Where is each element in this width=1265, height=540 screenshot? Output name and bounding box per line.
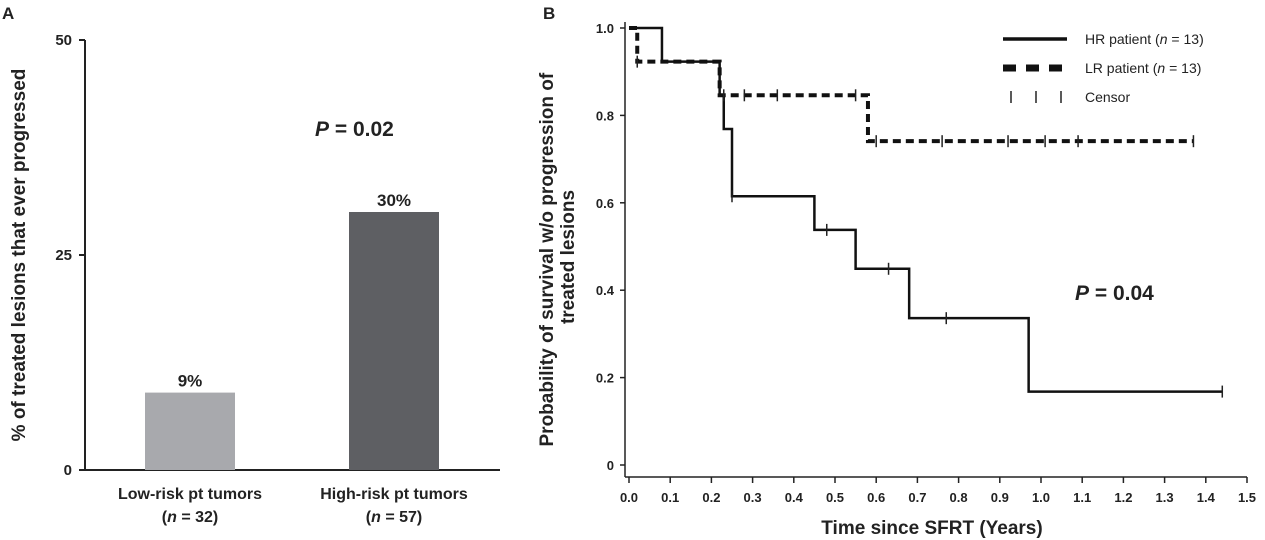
panel-b-y-label-line-2: treated lesions: [558, 190, 579, 324]
panel-b-x-tick-label: 0.5: [826, 490, 844, 505]
bar-2: [349, 212, 439, 470]
panel-b-y-ticks: 0 0.2 0.4 0.6 0.8 1.0: [596, 21, 625, 473]
panel-b-x-ticks: 0.0 0.1 0.2 0.3 0.4 0.5 0.6 0.7 0.8 0.9 1.0 1.1 1.2 1…: [620, 477, 1256, 505]
panel-b-x-tick-label: 1.3: [1156, 490, 1174, 505]
panel-b-x-tick-label: 1.0: [1032, 490, 1050, 505]
panel-b-x-label: Time since SFRT (Years): [821, 518, 1042, 539]
panel-b-y-tick-label: 1.0: [596, 21, 614, 36]
panel-a-bars: 9% 30%: [145, 191, 439, 470]
series-hr-line: [629, 26, 1223, 393]
panel-b-y-tick-label: 0.2: [596, 371, 614, 386]
panel-b-x-tick-label: 0.7: [908, 490, 926, 505]
panel-b: B Probability of survival w/o progressio…: [537, 4, 1256, 539]
panel-b-y-tick-label: 0.6: [596, 196, 614, 211]
panel-a-y-tick-label: 50: [55, 32, 72, 49]
series-lr-line: [629, 26, 1194, 144]
panel-a-y-label: % of treated lesions that ever progresse…: [9, 69, 30, 442]
panel-a-p-value: P = 0.02: [315, 118, 394, 141]
panel-b-label: B: [543, 4, 555, 23]
bar-1: [145, 392, 235, 470]
panel-b-y-tick-label: 0.8: [596, 108, 614, 123]
panel-b-y-label: Probability of survival w/o progression …: [537, 67, 579, 446]
legend-lr-label: LR patient (n = 13): [1085, 60, 1201, 76]
panel-b-series: [629, 26, 1224, 398]
panel-b-x-tick-label: 0.8: [950, 490, 968, 505]
legend-hr-label: HR patient (n = 13): [1085, 31, 1204, 47]
panel-b-x-tick-label: 0.9: [991, 490, 1009, 505]
panel-b-x-tick-label: 0.3: [744, 490, 762, 505]
panel-b-y-label-line-1: Probability of survival w/o progression …: [537, 72, 558, 446]
panel-b-x-tick-label: 0.0: [620, 490, 638, 505]
panel-b-x-tick-label: 1.1: [1073, 490, 1091, 505]
category-label: Low-risk pt tumors: [118, 486, 262, 503]
panel-b-legend: HR patient (n = 13) LR patient (n = 13) …: [1003, 31, 1204, 105]
panel-a-y-tick-label: 0: [64, 462, 72, 479]
bar-value-label: 30%: [377, 191, 411, 210]
panel-a-y-tick-label: 25: [55, 247, 72, 264]
bar-value-label: 9%: [178, 372, 203, 391]
category-n-label: (n = 57): [366, 509, 422, 526]
panel-a: A % of treated lesions that ever progres…: [2, 4, 500, 526]
panel-a-categories: Low-risk pt tumors (n = 32) High-risk pt t…: [118, 486, 468, 526]
legend-censor-label: Censor: [1085, 89, 1130, 105]
panel-b-y-tick-label: 0.4: [596, 283, 615, 298]
category-label: High-risk pt tumors: [320, 486, 468, 503]
category-n-label: (n = 32): [162, 509, 218, 526]
panel-b-p-value: P = 0.04: [1075, 282, 1154, 305]
panel-b-x-tick-label: 0.6: [867, 490, 885, 505]
panel-b-x-tick-label: 1.2: [1114, 490, 1132, 505]
panel-a-y-ticks: 0 25 50: [55, 32, 85, 479]
panel-a-label: A: [2, 4, 14, 23]
panel-b-x-tick-label: 0.1: [661, 490, 679, 505]
panel-b-x-tick-label: 0.2: [702, 490, 720, 505]
panel-b-y-tick-label: 0: [607, 458, 614, 473]
panel-b-x-tick-label: 0.4: [785, 490, 804, 505]
panel-b-x-tick-label: 1.4: [1197, 490, 1216, 505]
panel-b-x-tick-label: 1.5: [1238, 490, 1256, 505]
